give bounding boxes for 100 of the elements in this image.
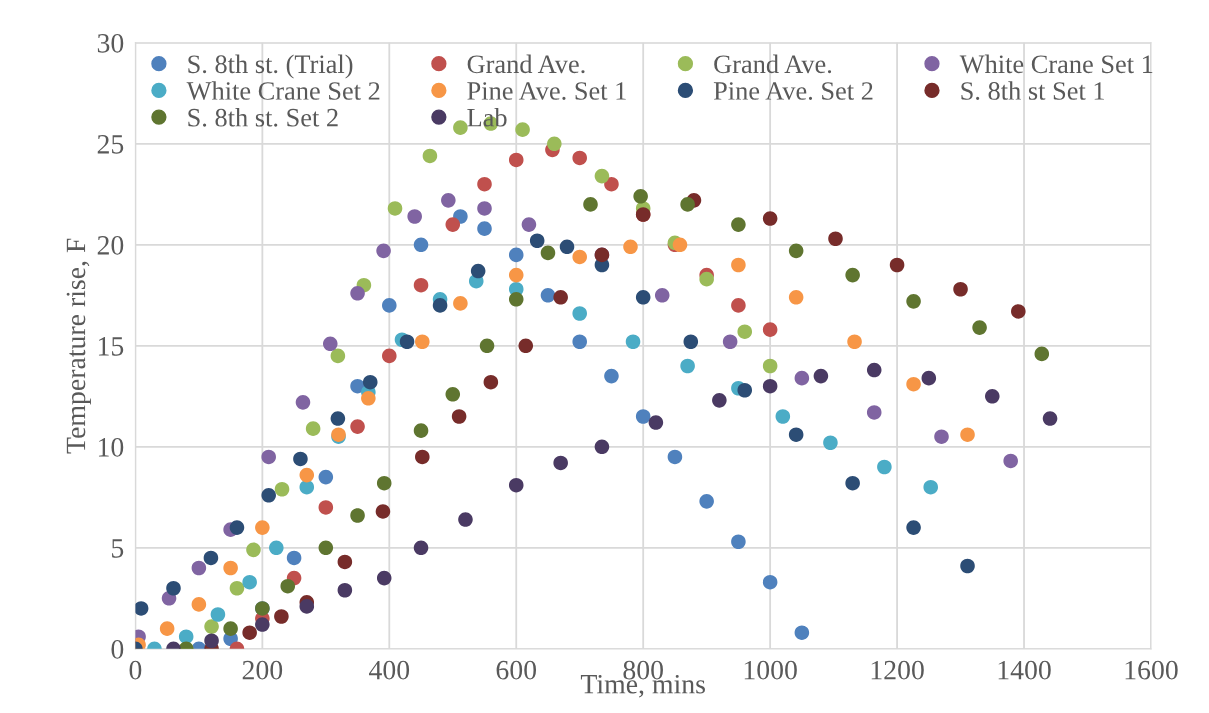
point — [451, 409, 467, 424]
point — [788, 427, 804, 442]
point — [387, 201, 403, 216]
y-tick-label: 10 — [98, 437, 124, 457]
point — [794, 625, 810, 640]
point — [318, 500, 334, 515]
x-tick-label: 1000 — [744, 660, 797, 680]
point — [934, 429, 949, 444]
point — [246, 542, 261, 558]
point — [1003, 453, 1018, 469]
y-axis-title: Temperature rise, F — [66, 238, 91, 454]
point — [203, 550, 219, 566]
point — [635, 290, 651, 305]
point — [508, 477, 524, 493]
point — [361, 391, 376, 406]
point — [594, 439, 610, 455]
y-tick-label: 30 — [97, 33, 124, 53]
point — [529, 233, 545, 249]
point — [906, 376, 921, 392]
point — [413, 423, 429, 438]
point — [453, 120, 468, 135]
y-tick-label: 0 — [111, 640, 124, 659]
point — [229, 520, 245, 535]
point — [413, 237, 429, 253]
point — [223, 560, 238, 576]
point — [985, 389, 1000, 404]
point — [350, 508, 365, 523]
point — [960, 558, 975, 574]
point — [407, 209, 422, 224]
point — [847, 334, 862, 350]
point — [683, 334, 699, 350]
point — [762, 574, 778, 590]
x-tick-label: 200 — [242, 660, 283, 680]
point — [712, 393, 727, 408]
point — [269, 540, 284, 556]
point — [737, 324, 753, 339]
point — [350, 286, 365, 301]
point — [559, 239, 575, 255]
point — [318, 540, 334, 556]
legend-label: White Crane Set 1 — [959, 54, 1153, 74]
point — [242, 625, 257, 640]
point — [432, 298, 448, 313]
point — [866, 362, 882, 378]
point — [828, 231, 843, 247]
point — [518, 338, 534, 354]
point — [229, 580, 245, 596]
point — [261, 449, 276, 465]
point — [553, 455, 568, 471]
point — [906, 294, 921, 309]
point — [166, 580, 181, 596]
point — [731, 298, 746, 313]
point — [508, 267, 524, 283]
point — [376, 243, 391, 259]
point — [458, 512, 473, 527]
point — [330, 411, 346, 426]
legend-label: S. 8th st Set 1 — [961, 81, 1104, 100]
point — [204, 619, 219, 634]
point — [845, 267, 860, 283]
point — [845, 475, 860, 491]
point — [508, 247, 524, 263]
legend-label: Lab — [467, 108, 507, 127]
point — [889, 257, 905, 273]
point — [1042, 411, 1058, 426]
point — [762, 358, 778, 374]
point — [274, 609, 289, 624]
point — [477, 201, 492, 216]
point — [330, 348, 346, 364]
point — [731, 217, 746, 232]
point — [483, 374, 499, 390]
point — [572, 150, 587, 166]
point — [731, 257, 746, 273]
point — [921, 370, 937, 386]
point — [261, 488, 276, 503]
point — [762, 378, 778, 394]
x-tick-label: 1400 — [998, 660, 1051, 680]
point — [413, 540, 429, 556]
point — [699, 494, 714, 509]
point — [775, 409, 791, 424]
point — [453, 296, 468, 311]
point — [635, 409, 651, 424]
legend-label: Pine Ave. Set 2 — [713, 82, 873, 100]
point — [823, 435, 838, 451]
point — [737, 382, 753, 398]
point — [680, 358, 695, 374]
point — [445, 217, 461, 232]
y-tick-label: 15 — [98, 337, 124, 356]
point — [295, 395, 311, 410]
point — [788, 290, 804, 305]
point — [699, 271, 714, 287]
point — [441, 193, 456, 208]
legend-label: Grand Ave. — [714, 54, 832, 74]
point — [210, 607, 226, 622]
point — [415, 334, 430, 350]
point — [470, 263, 486, 279]
point — [445, 387, 461, 402]
y-tick-label: 5 — [112, 539, 124, 558]
point — [299, 467, 315, 483]
x-tick-label: 600 — [496, 660, 537, 680]
point — [376, 475, 392, 491]
legend-label: White Crane Set 2 — [186, 81, 380, 101]
